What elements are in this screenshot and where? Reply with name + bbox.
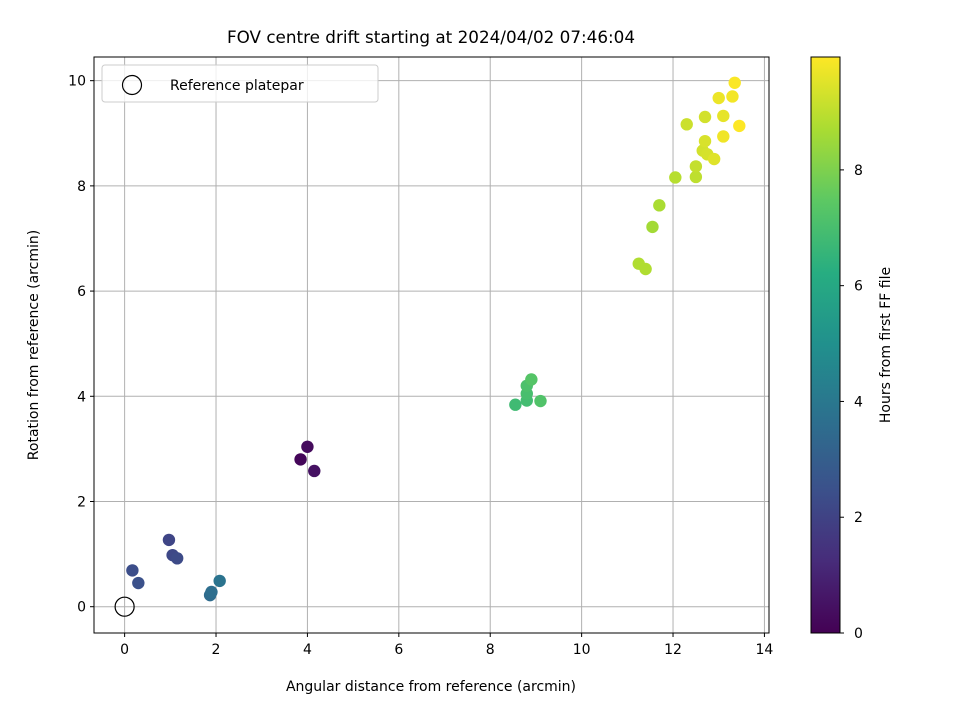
y-tick-label: 6 [77,284,86,300]
reference-marker [114,596,135,617]
data-point [653,199,666,212]
x-tick-label: 14 [756,642,774,658]
data-point [712,91,725,105]
data-point [162,533,176,547]
data-point [680,118,693,131]
x-tick-label: 4 [303,642,312,658]
data-point [213,574,226,588]
y-tick-label: 2 [77,494,86,510]
data-point [639,262,652,276]
data-point [170,552,184,565]
data-point [301,440,314,453]
x-tick-label: 0 [120,642,129,658]
y-axis-label: Rotation from reference (arcmin) [26,230,42,460]
data-point [205,585,218,599]
y-axis-ticks: 0 2 4 6 8 10 [68,74,94,616]
chart-title: FOV centre drift starting at 2024/04/02 … [227,27,635,47]
data-point [308,464,321,478]
data-point [726,90,739,103]
y-tick-label: 0 [77,600,86,616]
data-point [717,109,730,123]
x-tick-label: 6 [394,642,403,658]
x-tick-label: 2 [212,642,221,658]
x-tick-label: 10 [573,642,591,658]
data-point [132,576,145,590]
data-point [534,394,547,408]
x-axis-label: Angular distance from reference (arcmin) [286,679,576,695]
data-point [717,130,730,143]
data-point [525,373,538,386]
data-point [294,453,307,466]
y-tick-label: 10 [68,74,86,90]
x-axis-ticks: 0 2 4 6 8 10 12 14 [120,633,773,658]
legend-label-reference: Reference platepar [170,78,304,94]
colorbar-ticks: 0 2 4 6 8 [840,163,863,642]
data-point [689,160,703,173]
grid-lines [94,57,769,633]
y-tick-label: 4 [77,389,86,405]
data-point [698,110,712,124]
legend-marker-reference [121,74,143,96]
colorbar-label: Hours from first FF file [878,267,894,423]
data-point [733,119,746,133]
data-point [698,134,712,148]
data-point [126,564,139,577]
colorbar-tick-label: 2 [854,510,863,526]
colorbar-tick-label: 0 [854,626,863,642]
y-tick-label: 8 [77,179,86,195]
data-point [509,398,522,411]
data-point [669,171,682,184]
colorbar-tick-label: 4 [854,394,863,410]
data-point [728,76,741,89]
legend-box [101,64,379,103]
colorbar [810,56,841,634]
plot-frame [93,56,770,634]
data-point [707,152,721,166]
x-tick-label: 12 [664,642,682,658]
legend: Reference platepar [101,64,379,103]
colorbar-tick-label: 6 [854,279,863,295]
x-tick-label: 8 [486,642,495,658]
data-points [114,76,746,617]
colorbar-tick-label: 8 [854,163,863,179]
data-point [646,220,659,234]
data-point [689,170,703,184]
